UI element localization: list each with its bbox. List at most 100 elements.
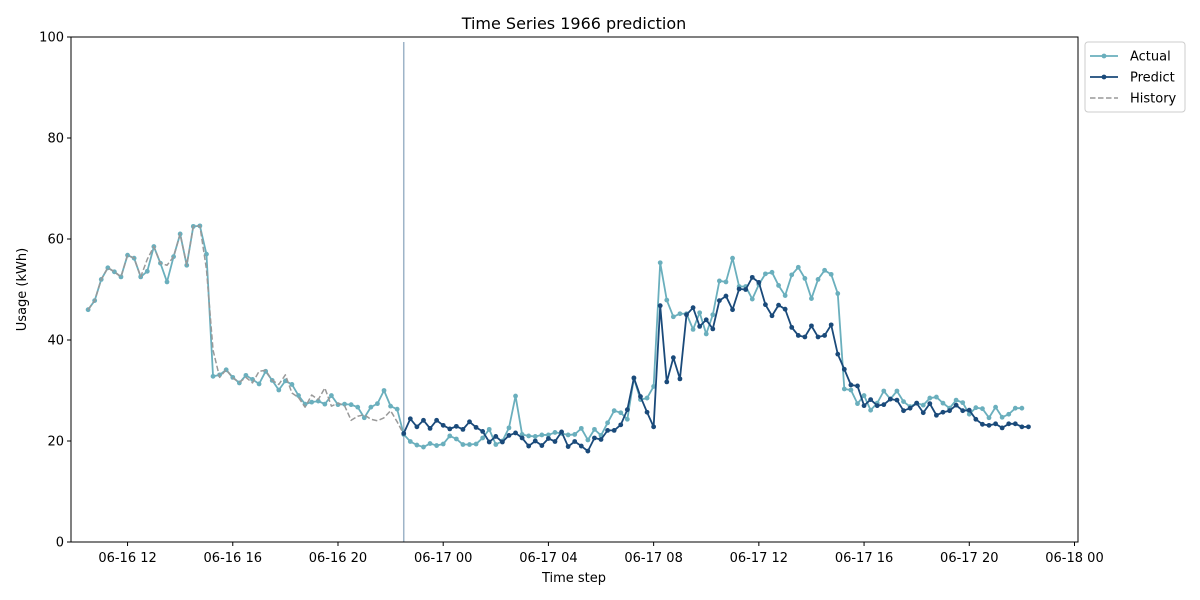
legend: Actual Predict History: [1084, 41, 1186, 113]
data-point-actual: [322, 401, 328, 407]
data-point-predict: [526, 443, 532, 449]
data-point-predict: [920, 410, 926, 416]
series-line-actual: [87, 224, 1022, 448]
data-point-actual: [815, 277, 821, 282]
data-point-predict: [809, 323, 814, 329]
data-point-actual: [611, 408, 617, 414]
data-point-predict: [716, 298, 722, 304]
data-point-actual: [309, 399, 315, 405]
data-point-predict: [789, 324, 795, 330]
data-point-predict: [835, 351, 841, 357]
data-point-actual: [394, 406, 400, 412]
data-point-predict: [927, 401, 933, 407]
data-point-predict: [585, 448, 591, 454]
data-point-actual: [651, 384, 657, 389]
data-point-actual: [546, 432, 551, 438]
data-point-actual: [513, 393, 518, 399]
y-tick-label: 0: [56, 536, 64, 551]
data-point-predict: [861, 403, 867, 409]
data-point-actual: [769, 269, 775, 275]
y-tick-label: 80: [47, 132, 64, 147]
data-point-predict: [644, 409, 650, 415]
x-tick-label: 06-17 12: [730, 551, 788, 566]
data-point-actual: [980, 406, 985, 412]
data-point-actual: [572, 432, 578, 437]
data-point-predict: [934, 412, 939, 418]
data-point-predict: [1026, 424, 1031, 430]
data-point-actual: [670, 314, 676, 320]
data-point-predict: [966, 407, 972, 413]
data-point-actual: [644, 395, 650, 401]
data-point-predict: [763, 302, 768, 308]
data-point-predict: [960, 408, 966, 414]
data-point-predict: [769, 313, 775, 319]
data-point-predict: [499, 439, 505, 445]
data-point-predict: [427, 425, 433, 431]
data-point-predict: [684, 312, 689, 318]
data-point-actual: [624, 416, 630, 422]
data-point-actual: [960, 400, 966, 406]
axes-frame: [70, 36, 1079, 543]
data-point-predict: [657, 303, 663, 309]
data-point-predict: [730, 307, 735, 313]
data-point-predict: [401, 431, 407, 436]
data-point-actual: [519, 432, 525, 437]
y-tick-label: 100: [39, 31, 64, 46]
data-point-predict: [546, 436, 551, 441]
x-axis-title: Time step: [541, 571, 606, 586]
data-point-actual: [723, 279, 729, 285]
x-tick-label: 06-17 08: [624, 551, 682, 566]
y-tick-label: 60: [47, 233, 64, 248]
data-point-actual: [342, 401, 347, 407]
data-point-actual: [657, 260, 663, 266]
data-point-predict: [664, 379, 670, 385]
data-point-predict: [677, 376, 683, 382]
legend-marker-predict: [1101, 74, 1107, 80]
data-point-actual: [881, 388, 887, 394]
chart-title: Time Series 1966 prediction: [461, 14, 687, 33]
data-point-predict: [940, 409, 946, 415]
data-point-predict: [736, 286, 742, 292]
data-point-predict: [559, 429, 564, 435]
data-point-predict: [565, 444, 571, 449]
data-point-predict: [993, 421, 998, 427]
data-point-actual: [348, 402, 354, 408]
data-point-predict: [460, 426, 466, 432]
data-point-predict: [723, 293, 729, 299]
data-point-actual: [480, 435, 486, 441]
data-point-actual: [486, 426, 492, 432]
data-point-predict: [986, 422, 992, 428]
legend-label-actual: Actual: [1130, 50, 1171, 65]
data-point-actual: [592, 426, 597, 432]
data-point-predict: [480, 429, 486, 434]
data-point-predict: [914, 400, 920, 406]
data-point-predict: [552, 439, 558, 444]
x-tick-label: 06-18 00: [1045, 551, 1103, 566]
data-point-predict: [539, 443, 545, 448]
x-tick-label: 06-16 12: [98, 551, 156, 566]
data-point-actual: [453, 436, 459, 442]
legend-label-history: History: [1130, 92, 1177, 107]
data-point-predict: [434, 417, 440, 423]
data-point-actual: [841, 386, 847, 392]
data-point-predict: [802, 334, 808, 340]
data-point-predict: [841, 366, 847, 372]
data-point-predict: [782, 306, 788, 312]
data-point-predict: [578, 443, 584, 449]
data-point-actual: [822, 267, 828, 273]
data-point-predict: [611, 427, 617, 433]
data-point-actual: [703, 331, 709, 337]
data-point-actual: [355, 404, 361, 410]
data-point-actual: [868, 407, 874, 413]
data-point-actual: [1019, 405, 1025, 411]
data-point-predict: [887, 396, 893, 402]
x-tick-label: 06-16 20: [309, 551, 367, 566]
data-point-actual: [927, 395, 933, 401]
y-tick-label: 40: [47, 334, 64, 349]
data-point-actual: [901, 399, 906, 405]
data-point-actual: [605, 420, 610, 426]
data-point-predict: [592, 435, 597, 441]
data-point-actual: [532, 434, 538, 439]
data-point-actual: [427, 441, 433, 446]
data-point-actual: [894, 388, 900, 394]
